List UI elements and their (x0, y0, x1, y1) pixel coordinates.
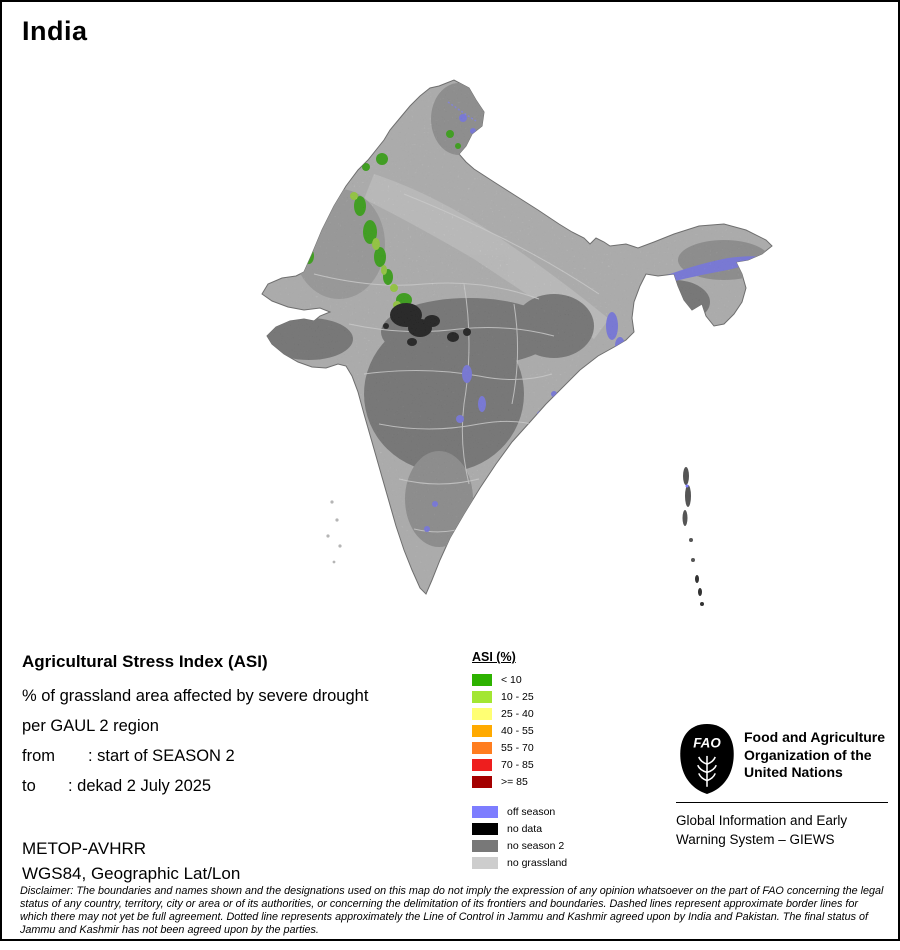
legend-swatch (472, 673, 492, 686)
legend-label: >= 85 (501, 775, 528, 788)
legend-label: no season 2 (507, 839, 565, 852)
raster-noise-light (262, 80, 772, 594)
asi-from-line: from : start of SEASON 2 (22, 747, 368, 766)
legend-row: no grassland (472, 854, 567, 871)
projection-label: WGS84, Geographic Lat/Lon (22, 864, 241, 883)
legend-label: < 10 (501, 673, 522, 686)
from-value: : start of SEASON 2 (88, 747, 235, 765)
fao-logo-text: FAO (693, 736, 721, 751)
legend-row: >= 85 (472, 773, 567, 790)
page-title: India (22, 16, 88, 46)
legend-row: 40 - 55 (472, 722, 567, 739)
legend-row: < 10 (472, 671, 567, 688)
lakshadweep-islands (326, 500, 342, 564)
legend-label: no data (507, 822, 543, 835)
india-asi-map (254, 74, 774, 622)
legend-row: off season (472, 803, 567, 820)
asi-extra-class-list: off season no data no season 2 no grassland (472, 803, 567, 871)
legend-swatch (472, 775, 492, 788)
fao-logo: FAO (678, 723, 736, 795)
andaman-nicobar-islands (682, 467, 704, 606)
legend-row: 10 - 25 (472, 688, 567, 705)
asi-description-block: Agricultural Stress Index (ASI) % of gra… (22, 652, 368, 807)
sensor-label: METOP-AVHRR (22, 839, 147, 858)
asi-desc-line1: % of grassland area affected by severe d… (22, 687, 369, 705)
legend-label: no grassland (507, 856, 568, 869)
asi-class-list: < 10 10 - 25 25 - 40 40 - 55 55 - 70 70 - 85 >… (472, 671, 567, 790)
legend-label: 10 - 25 (501, 690, 534, 703)
wheat-ear-icon (697, 755, 717, 787)
legend-swatch (472, 741, 492, 754)
legend-swatch (472, 707, 492, 720)
legend-swatch (472, 839, 498, 852)
legend-swatch (472, 805, 498, 818)
asi-to-line: to : dekad 2 July 2025 (22, 777, 368, 796)
fao-divider-line (676, 802, 888, 803)
legend-label: off season (507, 805, 556, 818)
asi-legend-title: ASI (%) (472, 650, 516, 664)
legend-swatch (472, 758, 492, 771)
legend-label: 70 - 85 (501, 758, 534, 771)
to-value: : dekad 2 July 2025 (68, 777, 212, 795)
legend-label: 40 - 55 (501, 724, 534, 737)
disclaimer-text: Disclaimer: The boundaries and names sho… (20, 885, 884, 936)
from-label: from (22, 747, 55, 765)
legend-row: 70 - 85 (472, 756, 567, 773)
legend-swatch (472, 724, 492, 737)
legend-row: no data (472, 820, 567, 837)
legend-label: 25 - 40 (501, 707, 534, 720)
legend-row: 55 - 70 (472, 739, 567, 756)
fao-logo-svg: FAO (680, 724, 734, 794)
asi-legend: ASI (%) < 10 10 - 25 25 - 40 40 - 55 55 - 70… (472, 650, 567, 871)
legend-swatch (472, 856, 498, 869)
legend-swatch (472, 822, 498, 835)
legend-label: 55 - 70 (501, 741, 534, 754)
legend-row: 25 - 40 (472, 705, 567, 722)
asi-heading: Agricultural Stress Index (ASI) (22, 652, 268, 671)
india-map-svg (261, 79, 773, 606)
fao-org-name: Food and Agriculture Organization of the… (744, 729, 886, 780)
giews-label: Global Information and Early Warning Sys… (676, 813, 848, 847)
legend-swatch (472, 690, 492, 703)
asi-desc-line2: per GAUL 2 region (22, 717, 159, 735)
to-label: to (22, 777, 36, 795)
legend-row: no season 2 (472, 837, 567, 854)
